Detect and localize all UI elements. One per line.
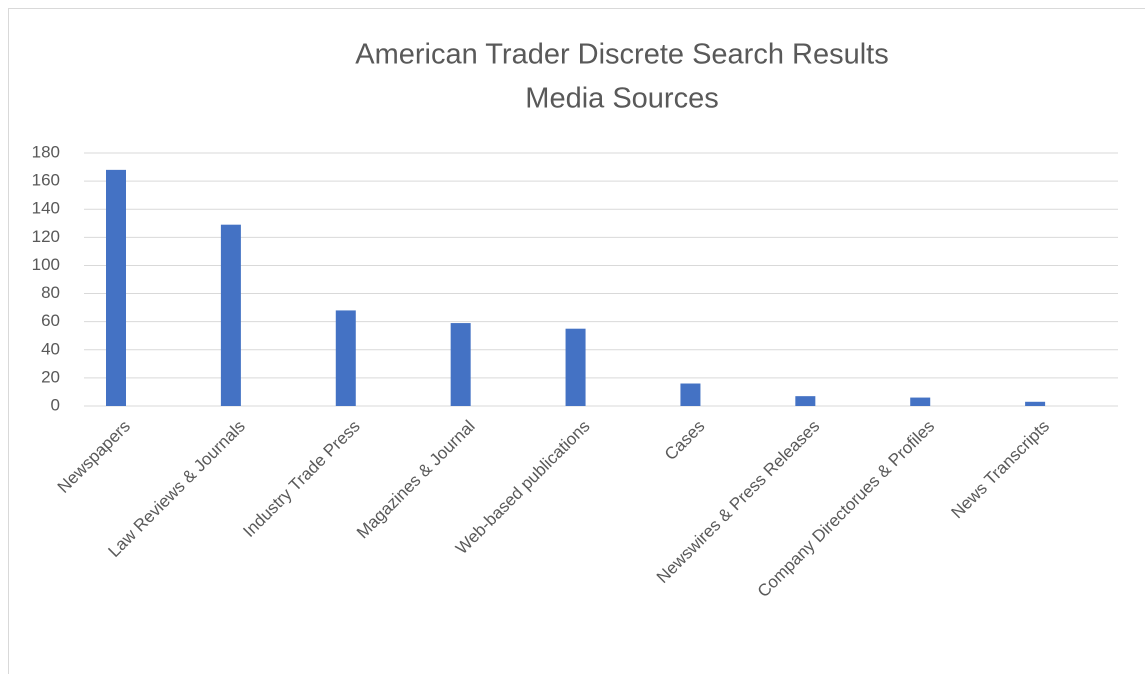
x-tick-label: News Transcripts: [947, 417, 1053, 523]
chart-title: American Trader Discrete Search Results: [355, 39, 888, 71]
y-tick-label: 40: [41, 339, 60, 358]
x-tick-label: Cases: [661, 417, 709, 465]
x-tick-label: Law Reviews & Journals: [104, 417, 248, 561]
y-tick-label: 60: [41, 311, 60, 330]
y-tick-label: 0: [51, 395, 60, 414]
bar: [106, 169, 126, 406]
bar: [1025, 401, 1046, 406]
y-tick-label: 80: [41, 283, 60, 302]
bar: [450, 323, 471, 406]
y-tick-label: 140: [32, 199, 60, 218]
chart-subtitle: Media Sources: [525, 83, 718, 115]
y-tick-label: 120: [32, 227, 60, 246]
bar: [335, 310, 356, 406]
bar: [220, 224, 241, 406]
bar: [910, 397, 931, 406]
x-tick-label: Web-based publications: [452, 417, 594, 559]
y-tick-label: 160: [32, 171, 60, 190]
x-tick-label: Industry Trade Press: [239, 417, 363, 541]
y-tick-label: 100: [32, 255, 60, 274]
x-tick-label: Magazines & Journal: [353, 417, 479, 543]
chart-border: [8, 8, 1145, 674]
y-tick-label: 20: [41, 367, 60, 386]
bar: [565, 328, 586, 406]
bar: [680, 383, 701, 406]
bar: [795, 396, 816, 406]
y-tick-label: 180: [32, 142, 60, 161]
x-tick-label: Newspapers: [54, 417, 134, 497]
